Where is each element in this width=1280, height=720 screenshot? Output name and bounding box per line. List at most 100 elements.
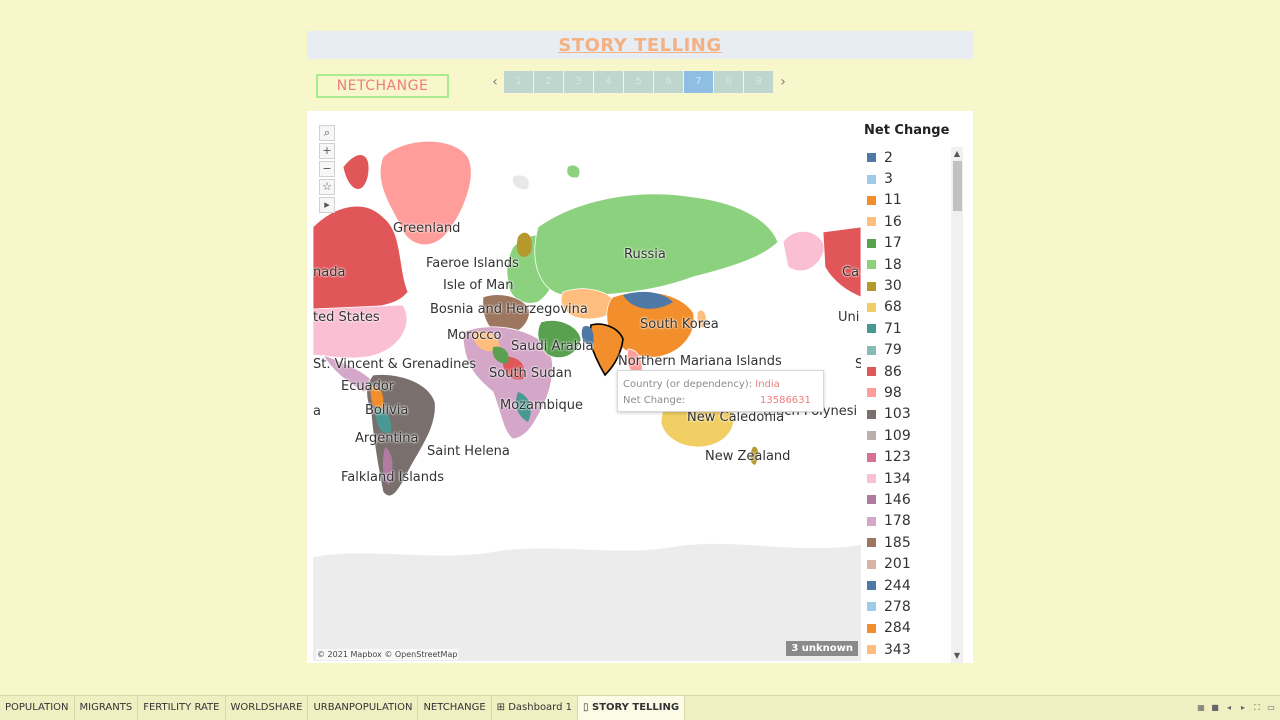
map-label-saint-helena: Saint Helena xyxy=(427,444,510,459)
legend-item[interactable]: 79 xyxy=(867,340,951,361)
presentation-icon[interactable]: ▭ xyxy=(1267,703,1275,712)
map-label-uni-east: Uni xyxy=(838,310,860,325)
legend-list: 2 3 11 16 17 18 30 68 71 79 86 98 103 109 123 134 146 178… xyxy=(867,147,951,657)
legend-label: 109 xyxy=(884,427,911,444)
sheet-tab[interactable]: ⊞ Dashboard 1 xyxy=(492,696,579,720)
map-toolbar: ⌕ + − ☆ ▸ xyxy=(319,125,335,215)
legend-item[interactable]: 71 xyxy=(867,318,951,339)
story-point-3[interactable]: 3 xyxy=(564,71,593,93)
legend-label: 103 xyxy=(884,406,911,423)
scroll-up-icon[interactable]: ▲ xyxy=(953,149,961,158)
map-search-icon[interactable]: ⌕ xyxy=(319,125,335,141)
legend-item[interactable]: 86 xyxy=(867,361,951,382)
map-label-mozambique: Mozambique xyxy=(500,398,583,413)
next-sheet-icon[interactable]: ▸ xyxy=(1240,703,1245,712)
legend-item[interactable]: 2 xyxy=(867,147,951,168)
story-point-caption[interactable]: NETCHANGE xyxy=(316,74,449,98)
legend-item[interactable]: 68 xyxy=(867,297,951,318)
story-point-5[interactable]: 5 xyxy=(624,71,653,93)
sheet-tab[interactable]: URBANPOPULATION xyxy=(308,696,419,720)
tooltip-net-value: 13586631 xyxy=(760,395,811,406)
grid-view-icon[interactable]: ▦ xyxy=(1197,703,1205,712)
legend-label: 278 xyxy=(884,598,911,615)
legend-item[interactable]: 134 xyxy=(867,468,951,489)
map-label-morocco: Morocco xyxy=(447,328,502,343)
legend-scrollbar[interactable]: ▲ ▼ xyxy=(951,147,963,663)
legend-item[interactable]: 146 xyxy=(867,489,951,510)
story-point-8[interactable]: 8 xyxy=(714,71,743,93)
legend-item[interactable]: 185 xyxy=(867,532,951,553)
legend-item[interactable]: 17 xyxy=(867,233,951,254)
sheet-tab[interactable]: FERTILITY RATE xyxy=(138,696,226,720)
filmstrip-view-icon[interactable]: ■ xyxy=(1211,703,1219,712)
legend-label: 2 xyxy=(884,149,893,166)
legend-item[interactable]: 278 xyxy=(867,596,951,617)
story-point-7[interactable]: 7 xyxy=(684,71,713,93)
legend-swatch xyxy=(867,302,876,312)
sheet-tab[interactable]: NETCHANGE xyxy=(418,696,492,720)
legend-label: 201 xyxy=(884,556,911,573)
legend-item[interactable]: 123 xyxy=(867,446,951,467)
fullscreen-icon[interactable]: ⛶ xyxy=(1254,703,1260,712)
legend-swatch xyxy=(867,516,876,526)
story-point-6[interactable]: 6 xyxy=(654,71,683,93)
scroll-thumb[interactable] xyxy=(953,161,962,211)
map-label-bosnia: Bosnia and Herzegovina xyxy=(430,302,588,317)
story-title: STORY TELLING xyxy=(558,35,722,56)
legend-label: 68 xyxy=(884,299,902,316)
map-label-new-zealand: New Zealand xyxy=(705,449,791,464)
prev-sheet-icon[interactable]: ◂ xyxy=(1226,703,1231,712)
map-label-falkland: Falkland Islands xyxy=(341,470,445,485)
tooltip-country-value: India xyxy=(755,379,780,390)
legend: Net Change 2 3 11 16 17 18 30 68 71 79 86 98 103 109 1… xyxy=(863,119,967,663)
legend-swatch xyxy=(867,581,876,590)
legend-item[interactable]: 103 xyxy=(867,404,951,425)
pin-icon[interactable]: ☆ xyxy=(319,179,335,195)
story-point-4[interactable]: 4 xyxy=(594,71,623,93)
map-label-a-west: a xyxy=(313,404,321,419)
legend-swatch xyxy=(867,623,876,633)
legend-item[interactable]: 11 xyxy=(867,190,951,211)
legend-item[interactable]: 109 xyxy=(867,425,951,446)
legend-item[interactable]: 30 xyxy=(867,275,951,296)
scroll-down-icon[interactable]: ▼ xyxy=(953,651,961,660)
chevron-right-icon[interactable]: › xyxy=(780,74,786,90)
legend-item[interactable]: 16 xyxy=(867,211,951,232)
legend-swatch xyxy=(867,602,876,612)
unknown-indicator[interactable]: 3 unknown xyxy=(786,641,858,656)
legend-swatch xyxy=(867,238,876,248)
legend-item[interactable]: 343 xyxy=(867,639,951,657)
legend-item[interactable]: 178 xyxy=(867,511,951,532)
legend-swatch xyxy=(867,367,876,377)
sheet-tab[interactable]: POPULATION xyxy=(0,696,75,720)
legend-label: 71 xyxy=(884,320,902,337)
tooltip-net-key: Net Change: xyxy=(623,395,686,406)
legend-item[interactable]: 18 xyxy=(867,254,951,275)
legend-item[interactable]: 98 xyxy=(867,382,951,403)
chevron-left-icon[interactable]: ‹ xyxy=(492,74,498,90)
select-tool-icon[interactable]: ▸ xyxy=(319,197,335,213)
legend-label: 343 xyxy=(884,641,911,657)
story-point-2[interactable]: 2 xyxy=(534,71,563,93)
legend-swatch xyxy=(867,388,876,398)
legend-item[interactable]: 284 xyxy=(867,618,951,639)
legend-item[interactable]: 244 xyxy=(867,575,951,596)
sheet-tab[interactable]: ▯ STORY TELLING xyxy=(578,696,686,720)
map-attribution[interactable]: © 2021 Mapbox © OpenStreetMap xyxy=(316,649,459,660)
legend-label: 185 xyxy=(884,534,911,551)
legend-label: 284 xyxy=(884,620,911,637)
legend-label: 79 xyxy=(884,342,902,359)
story-point-9[interactable]: 9 xyxy=(744,71,773,93)
legend-item[interactable]: 201 xyxy=(867,553,951,574)
sheet-tab[interactable]: WORLDSHARE xyxy=(226,696,309,720)
story-point-1[interactable]: 1 xyxy=(504,71,533,93)
map-label-s-east: S xyxy=(855,357,861,372)
zoom-in-icon[interactable]: + xyxy=(319,143,335,159)
map-label-greenland: Greenland xyxy=(393,221,461,236)
map-label-st-vincent: St. Vincent & Grenadines xyxy=(313,357,477,372)
sheet-tab[interactable]: MIGRANTS xyxy=(75,696,139,720)
legend-item[interactable]: 3 xyxy=(867,168,951,189)
zoom-out-icon[interactable]: − xyxy=(319,161,335,177)
map-label-isle-of-man: Isle of Man xyxy=(443,278,514,293)
